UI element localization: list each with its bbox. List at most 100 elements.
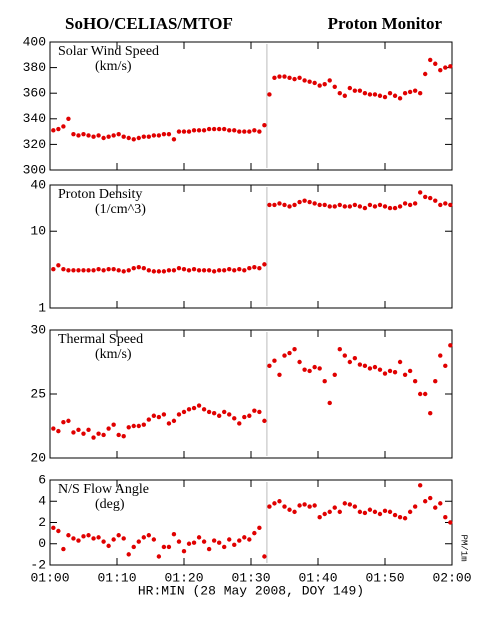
y-tick-label: 340 <box>23 111 46 126</box>
data-point <box>312 503 317 508</box>
data-point <box>106 134 111 139</box>
data-point <box>438 353 443 358</box>
data-point <box>201 128 207 133</box>
data-point <box>332 204 337 209</box>
y-tick-label: 300 <box>23 162 46 177</box>
data-point <box>337 91 342 96</box>
data-point <box>76 538 81 543</box>
data-point <box>101 539 106 544</box>
data-point <box>327 509 332 515</box>
data-point <box>111 537 116 542</box>
data-point <box>417 483 423 488</box>
data-point <box>247 413 252 418</box>
x-tick-label: 01:00 <box>30 570 69 585</box>
y-tick-label: 20 <box>30 450 46 465</box>
data-point <box>156 554 162 559</box>
data-point <box>282 353 287 358</box>
data-point <box>146 533 152 538</box>
data-point <box>267 504 272 509</box>
data-point <box>171 418 177 424</box>
data-point <box>121 434 126 439</box>
data-point <box>121 536 126 541</box>
data-point <box>382 204 388 209</box>
data-point <box>397 514 403 520</box>
data-point <box>141 265 146 271</box>
data-point <box>247 129 252 134</box>
data-point <box>186 407 192 412</box>
data-point <box>423 194 428 200</box>
data-point <box>176 539 182 544</box>
data-point <box>417 190 423 195</box>
data-point <box>362 510 368 516</box>
data-point <box>392 93 398 98</box>
data-point <box>332 84 337 90</box>
data-point <box>342 353 347 358</box>
panel-label: Proton Density <box>58 187 142 202</box>
data-point <box>257 525 262 531</box>
data-point <box>76 133 81 138</box>
data-point <box>161 544 167 550</box>
data-point <box>307 504 312 509</box>
data-point <box>86 268 91 273</box>
data-point <box>372 92 378 97</box>
data-point <box>347 204 353 209</box>
data-point <box>136 135 141 141</box>
data-point <box>367 92 373 97</box>
data-point <box>161 269 167 274</box>
data-point <box>51 128 56 133</box>
data-point <box>272 75 277 81</box>
data-point <box>433 505 438 510</box>
data-point <box>297 503 302 508</box>
data-point <box>247 265 252 271</box>
data-point <box>433 198 438 203</box>
data-point <box>56 528 61 534</box>
data-point <box>292 347 297 352</box>
data-point <box>186 541 192 546</box>
data-point <box>322 511 327 517</box>
data-point <box>292 76 297 82</box>
y-tick-label: -2 <box>30 557 46 572</box>
data-point <box>262 418 267 424</box>
data-point <box>71 536 76 541</box>
data-point <box>131 423 136 429</box>
data-point <box>277 499 282 504</box>
data-point <box>257 265 262 271</box>
data-point <box>397 96 403 101</box>
data-point <box>101 135 106 141</box>
data-point <box>397 204 403 209</box>
data-point <box>61 124 66 129</box>
data-point <box>307 79 312 84</box>
data-point <box>252 408 257 413</box>
data-point <box>387 368 393 374</box>
data-point <box>126 268 131 273</box>
data-point <box>191 128 197 133</box>
panel-unit: (deg) <box>95 497 125 512</box>
data-point <box>412 379 418 384</box>
data-point <box>91 435 96 440</box>
data-point <box>222 268 227 273</box>
data-point <box>262 262 267 267</box>
data-point <box>428 495 433 501</box>
data-point <box>96 431 101 436</box>
data-point <box>101 432 106 438</box>
data-point <box>347 502 353 507</box>
data-point <box>161 412 167 417</box>
data-point <box>347 359 353 365</box>
y-tick-label: 40 <box>30 177 46 192</box>
data-point <box>407 368 413 374</box>
data-point <box>86 133 91 138</box>
y-tick-label: 10 <box>30 224 46 239</box>
data-point <box>232 128 237 133</box>
data-point <box>407 89 413 95</box>
y-tick-label: 360 <box>23 86 46 101</box>
panel-label: Solar Wind Speed <box>58 44 159 59</box>
data-point <box>417 391 423 397</box>
data-point <box>222 126 227 132</box>
data-point <box>206 546 212 552</box>
data-point <box>171 531 177 537</box>
data-point <box>227 267 232 272</box>
data-point <box>347 85 353 91</box>
data-point <box>417 91 423 96</box>
data-point <box>332 372 337 377</box>
data-point <box>76 268 81 273</box>
